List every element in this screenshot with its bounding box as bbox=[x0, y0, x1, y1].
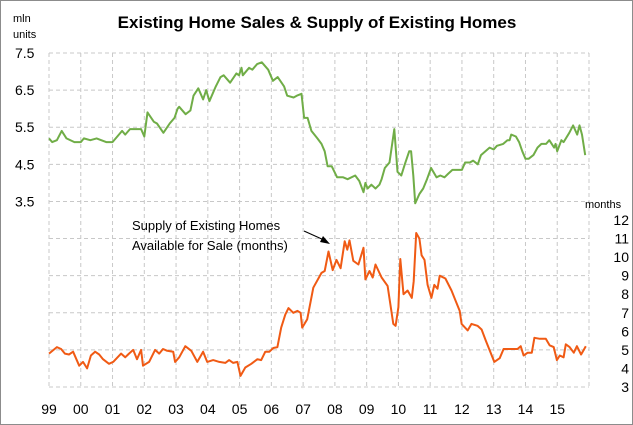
right-tick-label: 11 bbox=[614, 231, 629, 247]
x-tick-label: 07 bbox=[295, 401, 311, 417]
x-tick-label: 03 bbox=[168, 401, 184, 417]
series-lines bbox=[48, 61, 587, 377]
gridlines bbox=[48, 52, 590, 388]
left-tick-label: 3.5 bbox=[15, 193, 35, 209]
left-tick-label: 6.5 bbox=[15, 82, 35, 98]
home-sales-line bbox=[48, 61, 587, 205]
left-axis-unit-line1: mln bbox=[13, 13, 31, 25]
x-tick-label: 09 bbox=[359, 401, 375, 417]
x-tick-label: 00 bbox=[73, 401, 89, 417]
right-tick-label: 5 bbox=[621, 342, 629, 358]
right-tick-label: 8 bbox=[621, 286, 629, 302]
x-tick-label: 14 bbox=[518, 401, 534, 417]
right-tick-label: 3 bbox=[621, 379, 629, 395]
x-tick-label: 15 bbox=[549, 401, 565, 417]
right-axis-unit: months bbox=[585, 199, 622, 211]
right-tick-label: 9 bbox=[621, 268, 629, 284]
x-tick-label: 99 bbox=[41, 401, 57, 417]
left-axis-unit-line2: units bbox=[13, 29, 37, 41]
left-tick-label: 5.5 bbox=[15, 119, 35, 135]
x-tick-label: 12 bbox=[454, 401, 470, 417]
right-tick-label: 7 bbox=[621, 305, 629, 321]
left-tick-label: 4.5 bbox=[15, 156, 35, 172]
left-tick-label: 7.5 bbox=[15, 45, 35, 61]
supply-months-line bbox=[48, 232, 587, 377]
chart-title: Existing Home Sales & Supply of Existing… bbox=[118, 13, 517, 32]
right-tick-label: 10 bbox=[613, 249, 629, 265]
right-tick-label: 12 bbox=[613, 212, 629, 228]
x-tick-label: 11 bbox=[423, 401, 438, 417]
x-tick-label: 10 bbox=[391, 401, 407, 417]
annotation-line1: Supply of Existing Homes bbox=[132, 218, 281, 233]
x-tick-label: 04 bbox=[200, 401, 216, 417]
right-tick-label: 4 bbox=[621, 360, 629, 376]
left-axis-ticks: 7.5 6.5 5.5 4.5 3.5 bbox=[15, 45, 35, 209]
annotation-arrow bbox=[303, 230, 330, 244]
x-axis-ticks: 99 00 01 02 03 04 05 06 07 08 09 10 11 12 13 14 15 bbox=[41, 401, 565, 417]
right-tick-label: 6 bbox=[621, 323, 629, 339]
x-tick-label: 05 bbox=[232, 401, 248, 417]
x-tick-label: 01 bbox=[105, 401, 121, 417]
x-tick-label: 13 bbox=[486, 401, 502, 417]
right-axis-ticks: 12 11 10 9 8 7 6 5 4 3 bbox=[613, 212, 629, 395]
annotation-line2: Available for Sale (months) bbox=[132, 238, 288, 253]
x-tick-label: 08 bbox=[327, 401, 343, 417]
x-tick-label: 02 bbox=[137, 401, 153, 417]
x-tick-label: 06 bbox=[264, 401, 280, 417]
